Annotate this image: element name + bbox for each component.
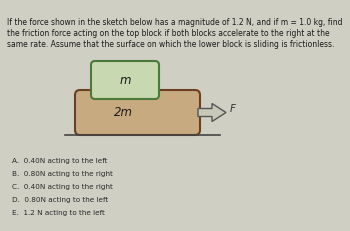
- Text: B.  0.80N acting to the right: B. 0.80N acting to the right: [12, 171, 113, 177]
- Text: D.  0.80N acting to the left: D. 0.80N acting to the left: [12, 197, 108, 203]
- Text: If the force shown in the sketch below has a magnitude of 1.2 N, and if m = 1.0 : If the force shown in the sketch below h…: [7, 18, 343, 27]
- Text: the friction force acting on the top block if both blocks accelerate to the righ: the friction force acting on the top blo…: [7, 29, 330, 38]
- Text: F: F: [230, 103, 236, 113]
- Text: E.  1.2 N acting to the left: E. 1.2 N acting to the left: [12, 210, 105, 216]
- Text: m: m: [119, 73, 131, 86]
- Text: A.  0.40N acting to the left: A. 0.40N acting to the left: [12, 158, 107, 164]
- FancyBboxPatch shape: [91, 61, 159, 99]
- Text: C.  0.40N acting to the right: C. 0.40N acting to the right: [12, 184, 113, 190]
- FancyBboxPatch shape: [75, 90, 200, 135]
- Polygon shape: [198, 103, 226, 122]
- Text: 2m: 2m: [114, 106, 133, 119]
- Text: same rate. Assume that the surface on which the lower block is sliding is fricti: same rate. Assume that the surface on wh…: [7, 40, 334, 49]
